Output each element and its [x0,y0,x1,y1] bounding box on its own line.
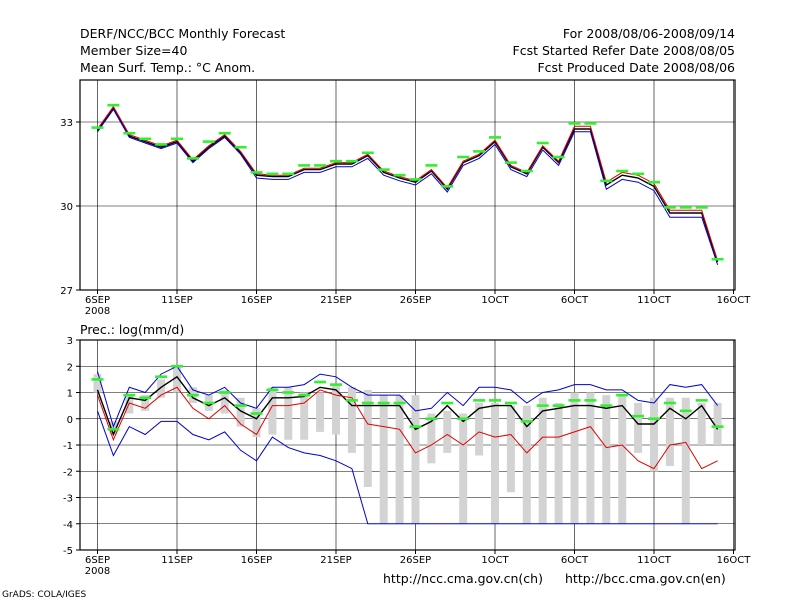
prec-ytick-label: 3 [67,336,73,347]
prec-ytick-label: -2 [63,467,73,478]
prec-xtick-label: 16OCT [717,555,752,566]
prec-spread-bar [427,413,436,464]
prec-xtick-label: 11OCT [637,555,672,566]
prec-spread-bar [650,397,658,472]
temp-xtick-sublabel: 2008 [85,306,110,317]
prec-spread-bar [268,387,277,435]
prec-spread-bar [379,395,388,524]
prec-spread-bar [300,392,309,440]
temp-ytick-label: 27 [60,286,73,297]
prec-spread-bar [506,405,515,493]
temp-xtick-label: 6OCT [561,295,589,306]
prec-xtick-label: 1OCT [481,555,509,566]
prec-xtick-label: 6SEP [85,555,110,566]
prec-spread-bar [109,421,118,435]
prec-spread-bar [252,408,261,438]
temp-xtick-label: 16SEP [241,295,272,306]
temp-markers [91,103,724,261]
prec-spread-bar [570,392,579,524]
prec-spread-bar [713,403,722,445]
prec-spread-bar [284,387,293,440]
prec-spread-bar [459,413,468,524]
prec-spread-bar [395,395,404,524]
prec-line-blue-lower [97,410,718,525]
temp-line-lower [97,108,719,265]
prec-markers [91,364,724,431]
prec-line-red [97,386,718,470]
temp-series [96,105,719,265]
prec-spread-bar [363,389,372,487]
temp-plot-frame [79,79,736,291]
prec-spread-bar [586,392,595,524]
prec-spread-bar [236,397,245,427]
prec-ytick-label: -3 [63,494,73,505]
prec-xtick-label: 26SEP [400,555,431,566]
prec-xtick-label: 16SEP [241,555,272,566]
temp-xtick-label: 6SEP [85,295,110,306]
prec-spread-bar [443,410,452,453]
produced-date: Fcst Produced Date 2008/08/06 [537,60,735,75]
prec-ytick-label: 2 [67,362,73,373]
temp-xtick-label: 21SEP [320,295,351,306]
prec-spread-bar [125,395,134,414]
prec-spread-bar [522,405,531,524]
temp-xtick-label: 1OCT [481,295,509,306]
prec-xtick-sublabel: 2008 [85,566,110,577]
prec-line-blue-upper [97,365,718,429]
temp-xtick-label: 11SEP [161,295,192,306]
prec-spread-bar [220,389,229,414]
temp-ytick-label: 30 [60,202,73,213]
temp-line-mean [96,106,719,263]
prec-spread-bar [475,403,484,456]
variable-label-temp: Mean Surf. Temp.: °C Anom. [80,60,255,75]
forecast-period: For 2008/08/06-2008/09/14 [563,26,735,41]
prec-spread-bar [316,392,325,432]
bcc-link[interactable]: http://bcc.cma.gov.cn(en) [565,571,726,586]
prec-ytick-label: 0 [67,415,73,426]
prec-spread-bar [173,366,181,393]
ncc-link[interactable]: http://ncc.cma.gov.cn(ch) [383,571,543,586]
figure-title: DERF/NCC/BCC Monthly Forecast [80,26,285,41]
variable-label-prec: Prec.: log(mm/d) [80,322,184,337]
prec-spread-bar [665,397,674,466]
prec-spread-bar [554,403,563,524]
temp-grid [80,80,735,290]
temp-xtick-label: 26SEP [400,295,431,306]
prec-spread-bar [157,379,166,398]
temp-ytick-label: 33 [60,118,73,129]
prec-spread-bar [602,395,611,524]
prec-spread-bar [538,397,547,524]
prec-xtick-label: 21SEP [320,555,351,566]
prec-spread-bar [347,387,356,453]
prec-spread-bar [332,384,340,435]
member-size: Member Size=40 [80,43,187,58]
prec-spread-bar [618,395,627,524]
prec-spread-bar [634,403,643,453]
prec-xtick-label: 11SEP [161,555,192,566]
prec-spread-bar [697,403,706,445]
prec-ytick-label: -4 [63,520,73,531]
prec-xtick-label: 6OCT [561,555,589,566]
temp-xtick-label: 11OCT [637,295,672,306]
prec-ytick-label: -1 [63,441,73,452]
prec-series [96,365,719,525]
prec-ytick-label: -5 [63,546,73,557]
prec-bars [93,366,722,524]
prec-spread-bar [141,395,150,411]
refer-date: Fcst Started Refer Date 2008/08/05 [513,43,736,58]
temp-xtick-label: 16OCT [717,295,752,306]
prec-line-mean [96,375,719,437]
prec-spread-bar [681,397,690,524]
grads-credit: GrADS: COLA/IGES [2,590,86,600]
prec-spread-bar [93,374,102,393]
prec-ytick-label: 1 [67,389,73,400]
prec-spread-bar [491,403,499,524]
temp-line-upper [97,105,719,261]
prec-spread-bar [411,395,420,524]
